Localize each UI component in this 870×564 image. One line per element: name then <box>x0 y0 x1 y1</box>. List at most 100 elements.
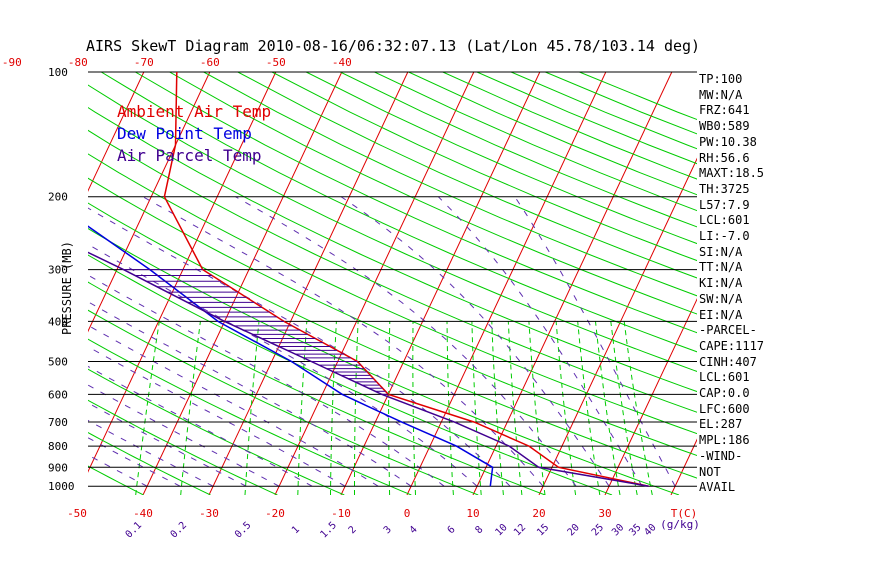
bottom-temp-tick-label: 20 <box>532 507 545 520</box>
mixing-ratio-line <box>298 321 307 495</box>
sounding-index: SW:N/A <box>699 292 764 308</box>
mixing-ratio-tick-label: 0.1 <box>124 520 145 541</box>
mixing-ratio-line <box>578 321 600 495</box>
sounding-index: CAPE:1117 <box>699 339 764 355</box>
sounding-index: EI:N/A <box>699 308 764 324</box>
legend-ambient-temp: Ambient Air Temp <box>117 101 271 123</box>
sounding-index: FRZ:641 <box>699 103 764 119</box>
dry-adiabat-line <box>0 72 545 495</box>
mixing-ratio-tick-label: 15 <box>535 522 551 538</box>
sounding-index: TH:3725 <box>699 182 764 198</box>
bottom-temp-tick-label: 10 <box>466 507 479 520</box>
mixing-ratio-tick-label: 6 <box>446 524 458 536</box>
mixing-ratio-tick-label: 1 <box>290 524 302 536</box>
sounding-index: CAP:0.0 <box>699 386 764 402</box>
sounding-index: CINH:407 <box>699 355 764 371</box>
moist-adiabat-line <box>0 197 279 487</box>
pressure-tick-label: 700 <box>48 416 68 429</box>
sounding-index: MPL:186 <box>699 433 764 449</box>
mixing-ratio-tick-label: 40 <box>642 522 658 538</box>
dry-adiabat-line <box>0 72 746 495</box>
sounding-index: PW:10.38 <box>699 135 764 151</box>
bottom-temp-tick-label: -40 <box>133 507 153 520</box>
top-temp-tick-label: -80 <box>68 56 88 69</box>
top-temp-tick-label: -70 <box>134 56 154 69</box>
pressure-tick-label: 200 <box>48 191 68 204</box>
mixing-ratio-tick-label: 20 <box>566 522 582 538</box>
sounding-index: MAXT:18.5 <box>699 166 764 182</box>
sounding-index: MW:N/A <box>699 88 764 104</box>
top-temp-tick-label: -60 <box>200 56 220 69</box>
mixing-ratio-line <box>389 321 390 495</box>
mixing-ratio-tick-label: 8 <box>473 524 485 536</box>
top-temp-tick-label: -40 <box>332 56 352 69</box>
bottom-temp-tick-label: -50 <box>67 507 87 520</box>
pressure-tick-label: 600 <box>48 388 68 401</box>
mixing-ratio-line <box>245 321 259 495</box>
moist-adiabat-line <box>0 197 246 487</box>
dry-adiabat-line <box>204 72 870 495</box>
bottom-temp-tick-label: -10 <box>331 507 351 520</box>
sounding-index: -PARCEL- <box>699 323 764 339</box>
sounding-index: WB0:589 <box>699 119 764 135</box>
mixing-ratio-tick-label: 30 <box>610 522 626 538</box>
sounding-index: LI:-7.0 <box>699 229 764 245</box>
chart-title: AIRS SkewT Diagram 2010-08-16/06:32:07.1… <box>86 37 700 55</box>
pressure-tick-label: 500 <box>48 356 68 369</box>
legend: Ambient Air Temp Dew Point Temp Air Parc… <box>117 101 271 167</box>
bottom-temp-tick-label: 0 <box>404 507 411 520</box>
pressure-tick-label: 1000 <box>48 480 75 493</box>
mixing-ratio-unit: (g/kg) <box>660 518 700 531</box>
isotherm-line <box>0 72 12 495</box>
mixing-ratio-tick-label: 0.2 <box>169 520 190 541</box>
pressure-tick-label: 800 <box>48 440 68 453</box>
sounding-index: KI:N/A <box>699 276 764 292</box>
sounding-index: L57:7.9 <box>699 198 764 214</box>
pressure-tick-label: 100 <box>48 66 68 79</box>
mixing-ratio-tick-label: 3 <box>382 524 394 536</box>
mixing-ratio-tick-label: 35 <box>627 522 643 538</box>
mixing-ratio-tick-label: 0.5 <box>233 520 254 541</box>
mixing-ratio-tick-label: 25 <box>590 522 606 538</box>
pressure-tick-label: 900 <box>48 461 68 474</box>
sounding-index: RH:56.6 <box>699 151 764 167</box>
dry-adiabat-line <box>340 72 870 495</box>
moist-adiabat-line <box>341 197 609 487</box>
dry-adiabat-line <box>0 72 679 495</box>
moist-adiabat-line <box>69 197 510 487</box>
mixing-ratio-tick-label: 2 <box>347 524 359 536</box>
isotherm-line <box>275 72 474 495</box>
top-temp-tick-label: -90 <box>2 56 22 69</box>
y-axis-label: PRESSURE (MB) <box>60 241 74 335</box>
legend-dew-point: Dew Point Temp <box>117 123 271 145</box>
mixing-ratio-tick-label: 10 <box>493 522 509 538</box>
dry-adiabat-line <box>238 72 870 495</box>
bottom-temp-tick-label: 30 <box>598 507 611 520</box>
dry-adiabat-line <box>477 72 870 495</box>
sounding-index: LFC:600 <box>699 402 764 418</box>
moist-adiabat-line <box>143 197 543 487</box>
mixing-ratio-tick-label: 4 <box>408 524 420 536</box>
sounding-index: LCL:601 <box>699 213 764 229</box>
sounding-index: LCL:601 <box>699 370 764 386</box>
bottom-temp-tick-label: -20 <box>265 507 285 520</box>
isotherm-line <box>803 72 870 495</box>
dry-adiabat-line <box>0 72 10 495</box>
mixing-ratio-tick-label: 12 <box>512 522 528 538</box>
top-temp-tick-label: -50 <box>266 56 286 69</box>
sounding-index: -WIND- <box>699 449 764 465</box>
sounding-index: NOT <box>699 465 764 481</box>
legend-parcel-temp: Air Parcel Temp <box>117 145 271 167</box>
sounding-index: TT:N/A <box>699 260 764 276</box>
mixing-ratio-line <box>492 321 504 495</box>
bottom-temp-tick-label: -30 <box>199 507 219 520</box>
sounding-index: AVAIL <box>699 480 764 496</box>
sounding-index: EL:287 <box>699 417 764 433</box>
mixing-ratio-line <box>355 321 359 495</box>
sounding-index: TP:100 <box>699 72 764 88</box>
sounding-index: SI:N/A <box>699 245 764 261</box>
mixing-ratio-tick-label: 1.5 <box>318 520 339 541</box>
isotherm-line <box>473 72 672 495</box>
